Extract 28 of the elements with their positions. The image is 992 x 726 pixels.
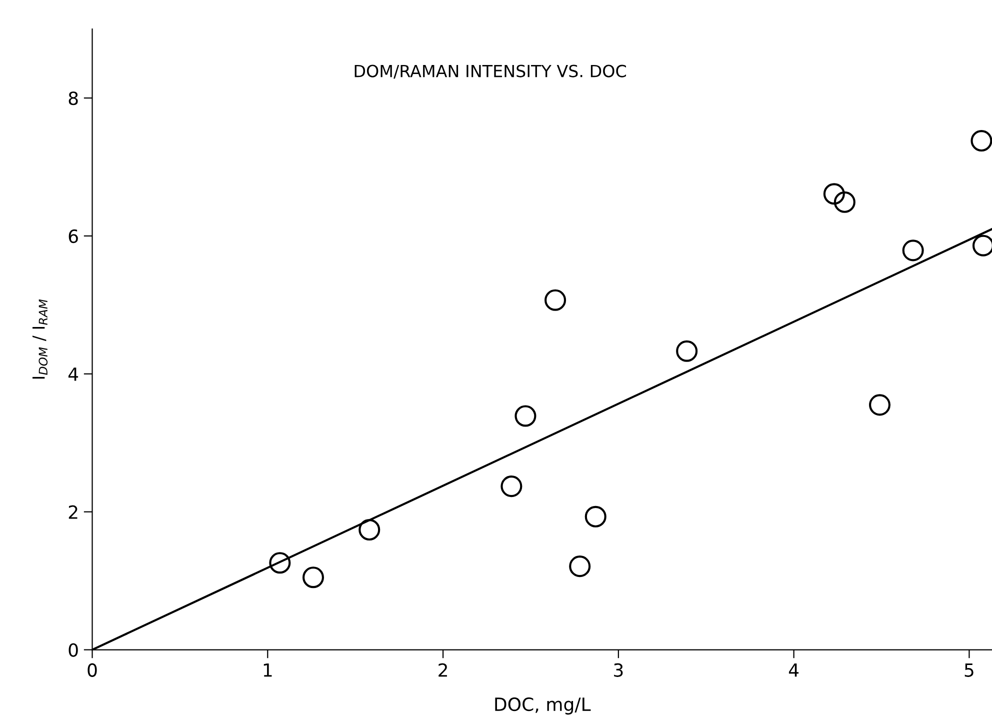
text: DOM/RAMAN INTENSITY VS. DOC (354, 64, 626, 79)
x-tick-label: 1 (264, 664, 272, 677)
x-tick-label: 2 (438, 663, 447, 677)
y-tick-label: 6 (68, 229, 78, 244)
point (514, 405, 536, 427)
x-tick-label: 4 (788, 664, 799, 677)
y-axis-title: I$_{DOM}$ / I$_{RAM}$ (32, 299, 48, 379)
y-tick-label: 2 (68, 505, 78, 519)
point (269, 552, 291, 574)
x-tick-label: 5 (964, 664, 974, 677)
point (823, 183, 845, 205)
x-axis-title: DOC, mg/L (495, 697, 591, 715)
point (676, 340, 698, 362)
point (868, 394, 891, 416)
y-tick-label: 0 (68, 643, 78, 657)
point (358, 518, 380, 541)
y-tick-label: 4 (68, 368, 78, 381)
x-tick-label: 0 (88, 663, 97, 677)
point (970, 130, 992, 152)
point (544, 289, 566, 311)
point (584, 506, 606, 528)
point (569, 556, 591, 578)
point (834, 191, 856, 213)
point (302, 566, 324, 588)
point (500, 476, 522, 498)
y-tick-label: 8 (68, 91, 78, 106)
x-tick-label: 3 (614, 663, 623, 677)
point (902, 240, 924, 262)
